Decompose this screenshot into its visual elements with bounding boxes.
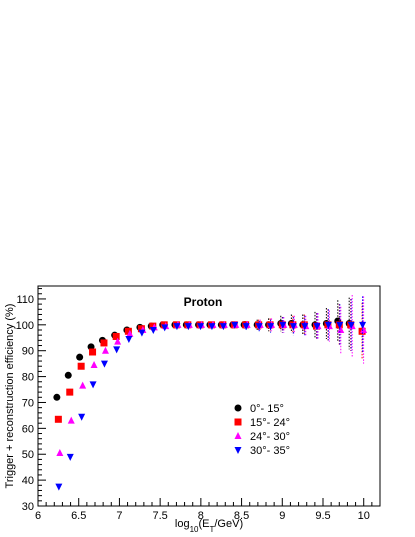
data-point	[324, 321, 332, 329]
data-point	[66, 388, 74, 396]
series-4	[55, 296, 367, 491]
data-point	[67, 416, 75, 424]
data-point	[64, 371, 72, 379]
data-point	[125, 336, 133, 344]
y-tick-label: 90	[22, 346, 34, 358]
data-point	[76, 353, 84, 361]
data-point	[77, 362, 85, 370]
data-point	[100, 339, 108, 347]
data-point	[173, 323, 181, 331]
data-point	[337, 326, 345, 333]
data-point	[289, 323, 297, 331]
data-point	[54, 415, 62, 423]
data-point	[89, 348, 97, 356]
data-point	[242, 323, 250, 331]
legend-marker	[234, 432, 242, 439]
data-point	[184, 323, 192, 331]
legend-marker	[234, 447, 242, 454]
data-point	[100, 360, 108, 368]
legend-marker	[234, 404, 242, 412]
x-tick-label: 8.5	[234, 510, 249, 522]
data-point	[347, 321, 355, 329]
y-axis-title: Trigger + reconstruction efficiency (%)	[4, 304, 16, 489]
legend-label: 30°- 35°	[250, 445, 290, 457]
x-axis-title-text: log10(ET/GeV)	[175, 518, 243, 534]
x-tick-label: 6.5	[71, 510, 86, 522]
data-point	[149, 322, 157, 330]
data-point	[149, 327, 157, 334]
data-point	[53, 393, 61, 401]
data-point	[126, 329, 134, 337]
data-point	[89, 381, 97, 389]
data-point	[113, 346, 121, 354]
data-point	[231, 321, 239, 329]
data-point	[78, 413, 86, 421]
data-point	[279, 321, 287, 329]
legend-marker	[234, 418, 242, 426]
data-point	[301, 323, 309, 331]
data-points	[53, 295, 368, 491]
data-point	[79, 381, 87, 389]
data-point	[336, 321, 344, 329]
data-point	[56, 448, 64, 456]
x-tick-label: 9	[279, 510, 285, 522]
data-point	[267, 323, 275, 331]
legend-label: 24°- 30°	[250, 431, 290, 443]
y-tick-label: 40	[22, 475, 34, 487]
y-tick-label: 50	[22, 449, 34, 461]
x-tick-label: 10	[358, 510, 370, 522]
data-point	[114, 337, 122, 345]
y-tick-label: 100	[16, 320, 34, 332]
data-point	[219, 323, 227, 331]
data-point	[137, 325, 145, 333]
x-tick-label: 6	[35, 510, 41, 522]
series-1	[53, 297, 353, 401]
data-point	[359, 321, 367, 329]
y-tick-label: 60	[22, 423, 34, 435]
x-tick-label: 7.5	[152, 510, 167, 522]
data-point	[360, 326, 368, 333]
data-point	[313, 323, 321, 331]
y-tick-label: 30	[22, 501, 34, 513]
y-tick-label: 80	[22, 372, 34, 384]
x-tick-label: 9.5	[315, 510, 330, 522]
legend-label: 15°- 24°	[250, 417, 290, 429]
data-point	[197, 323, 205, 331]
y-tick-label: 110	[16, 294, 34, 306]
axes: 6 6.5 7 7.5 8 8.5 9 9.5 10 30 40 50 60 70 80 90 100 110	[16, 288, 381, 522]
data-point	[255, 323, 263, 331]
data-point	[138, 329, 146, 337]
series-3	[56, 295, 368, 456]
legend: 0°- 15° 15°- 24° 24°- 30° 30°- 35°	[230, 398, 309, 458]
data-point	[55, 483, 63, 491]
x-axis-title: log10(ET/GeV)	[175, 518, 243, 534]
y-tick-label: 70	[22, 397, 34, 409]
data-point	[161, 324, 169, 332]
data-point	[112, 332, 120, 340]
x-tick-label: 8	[198, 510, 204, 522]
legend-box	[230, 398, 309, 458]
data-point	[124, 327, 132, 335]
chart-title: Proton	[184, 295, 223, 309]
data-point	[208, 323, 216, 331]
legend-label: 0°- 15°	[250, 403, 284, 415]
data-point	[66, 453, 74, 461]
data-point	[101, 346, 109, 354]
x-tick-label: 7	[116, 510, 122, 522]
data-point	[90, 360, 98, 368]
